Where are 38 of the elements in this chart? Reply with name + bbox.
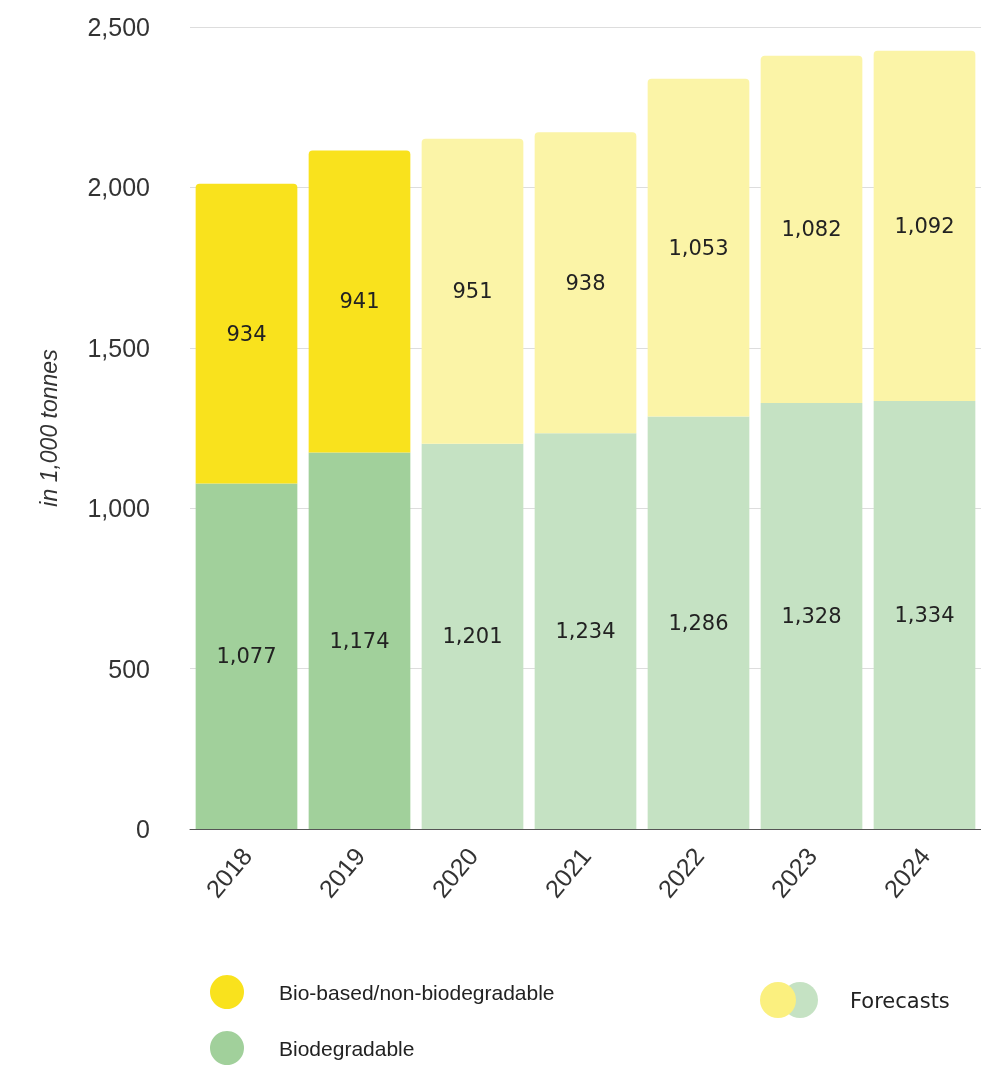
bar (873, 50, 976, 402)
bar (421, 443, 524, 829)
y-tick-label: 0 (136, 815, 150, 843)
data-label: 1,334 (894, 603, 955, 628)
bar (873, 401, 976, 829)
bar (647, 416, 750, 829)
bar (195, 483, 298, 829)
bar (760, 55, 863, 403)
y-tick-label: 1,500 (87, 333, 150, 362)
y-tick-label: 2,500 (87, 13, 150, 41)
data-label: 938 (565, 270, 606, 295)
data-label: 941 (339, 289, 380, 314)
bar (647, 78, 750, 417)
legend-label: Bio-based/non-biodegradable (279, 980, 555, 1004)
data-label: 1,082 (781, 217, 842, 242)
data-label: 1,092 (894, 213, 955, 238)
bar (760, 402, 863, 829)
data-label: 1,174 (329, 628, 390, 653)
data-label: 1,286 (668, 610, 729, 635)
data-label: 1,328 (781, 603, 842, 628)
data-label: 1,201 (442, 624, 503, 649)
data-label: 1,053 (668, 235, 729, 260)
y-tick-label: 500 (108, 654, 150, 683)
bar (195, 183, 298, 484)
bar (534, 433, 637, 829)
data-label: 1,077 (216, 644, 277, 669)
text: Forecasts (850, 989, 950, 1013)
data-label: 951 (452, 279, 493, 304)
legend-label: Biodegradable (279, 1036, 415, 1060)
bar (534, 132, 637, 434)
y-axis-title: in 1,000 tonnes (35, 348, 62, 507)
bar (421, 138, 524, 444)
bar (308, 452, 411, 829)
bar (308, 150, 411, 453)
y-tick-label: 1,000 (87, 494, 150, 523)
y-tick-label: 2,000 (87, 173, 150, 202)
data-label: 1,234 (555, 619, 616, 644)
data-label: 934 (226, 321, 267, 346)
